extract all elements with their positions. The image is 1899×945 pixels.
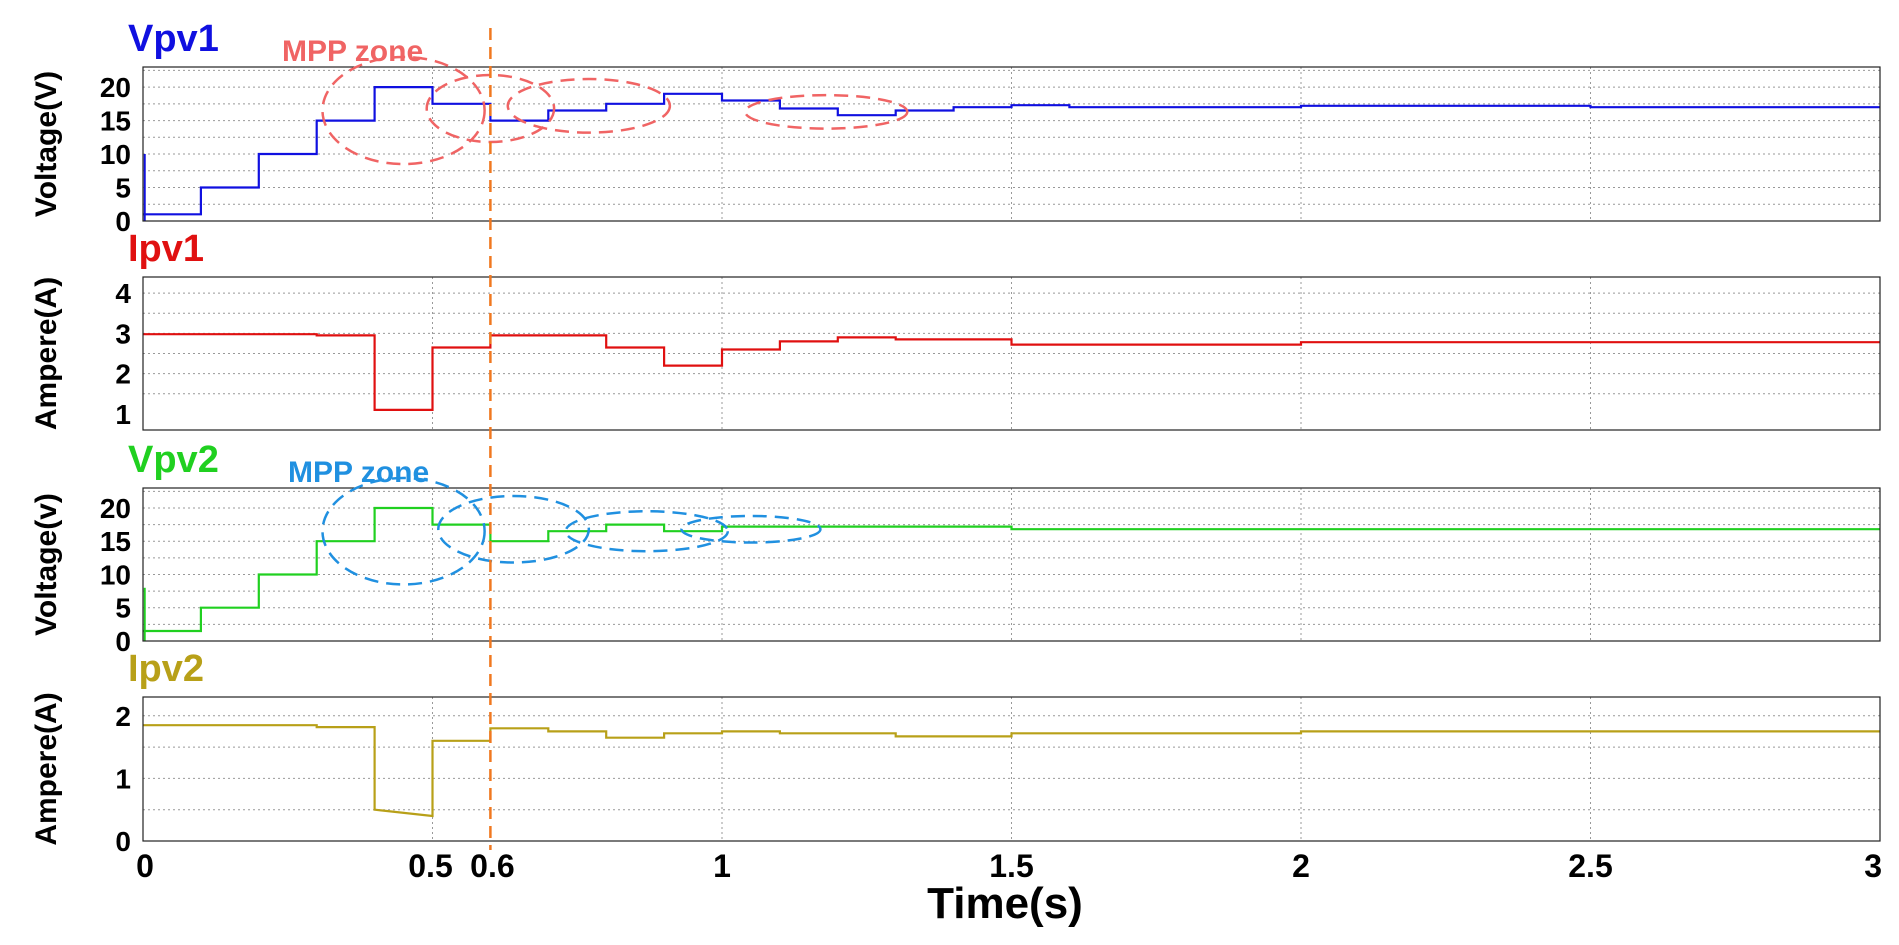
y-tick-label: 15	[100, 106, 131, 137]
y-tick-label: 1	[115, 763, 131, 794]
panel-title: Ipv2	[128, 648, 204, 690]
x-tick-label: 1.5	[989, 848, 1033, 884]
y-tick-label: 20	[100, 493, 131, 524]
panel-ipv1: 1 2 3 4 Ampere(A) Ipv1	[30, 228, 1881, 431]
y-tick-label: 0	[115, 206, 131, 237]
y-tick-label: 0	[115, 626, 131, 657]
y-tick-label: 15	[100, 526, 131, 557]
panel-title: Vpv2	[128, 439, 219, 481]
series-line-ipv2	[143, 724, 1880, 818]
y-tick-label: 0	[115, 826, 131, 857]
panel-title: Ipv1	[128, 228, 204, 270]
x-tick-label: 2	[1292, 848, 1310, 884]
time-marker-label: 0.6	[470, 848, 514, 884]
y-tick-label: 4	[115, 278, 131, 309]
mpp-zone-ellipse	[506, 77, 672, 134]
series-line-ipv1	[143, 333, 1880, 411]
panel-ipv2: 0 1 2 Ampere(A) Ipv2	[30, 648, 1881, 857]
axes-frame	[142, 66, 1881, 222]
x-tick-label: 2.5	[1568, 848, 1612, 884]
x-tick-label: 1	[713, 848, 731, 884]
x-tick-label: 0	[136, 848, 154, 884]
y-tick-label: 3	[115, 318, 131, 349]
axes-frame	[142, 276, 1881, 431]
mpp-zone-label: MPP zone	[282, 35, 423, 68]
mpp-zone-ellipse	[564, 510, 730, 553]
y-axis-label: Voltage(V)	[30, 71, 63, 217]
x-axis-label: Time(s)	[927, 879, 1083, 928]
y-tick-label: 5	[115, 173, 131, 204]
y-tick-label: 20	[100, 72, 131, 103]
y-tick-label: 2	[115, 359, 131, 390]
mpp-zone-ellipse	[437, 494, 591, 564]
mpp-zone-label: MPP zone	[288, 456, 429, 489]
y-tick-label: 1	[115, 399, 131, 430]
panel-title: Vpv1	[128, 18, 219, 60]
axes-frame	[142, 696, 1881, 842]
series-line-vpv1	[143, 85, 1880, 216]
y-tick-label: 10	[100, 559, 131, 590]
mpp-zone-ellipse	[321, 476, 486, 586]
x-tick-label: 0.5	[408, 848, 452, 884]
mpp-zone-ellipse	[743, 93, 909, 130]
y-tick-label: 2	[115, 701, 131, 732]
y-tick-label: 10	[100, 139, 131, 170]
x-tick-labels: 0 0.5 1 1.5 2 2.5 3	[136, 848, 1882, 884]
y-tick-label: 5	[115, 593, 131, 624]
axes-frame	[142, 487, 1881, 642]
x-tick-label: 3	[1864, 848, 1882, 884]
mpp-zone-ellipse	[321, 55, 486, 166]
y-axis-label: Ampere(A)	[30, 277, 63, 430]
mpp-zone-ellipse	[680, 514, 822, 544]
y-axis-label: Ampere(A)	[30, 692, 63, 845]
mpp-zone-ellipse	[425, 73, 556, 144]
y-axis-label: Voltage(v)	[30, 493, 63, 636]
